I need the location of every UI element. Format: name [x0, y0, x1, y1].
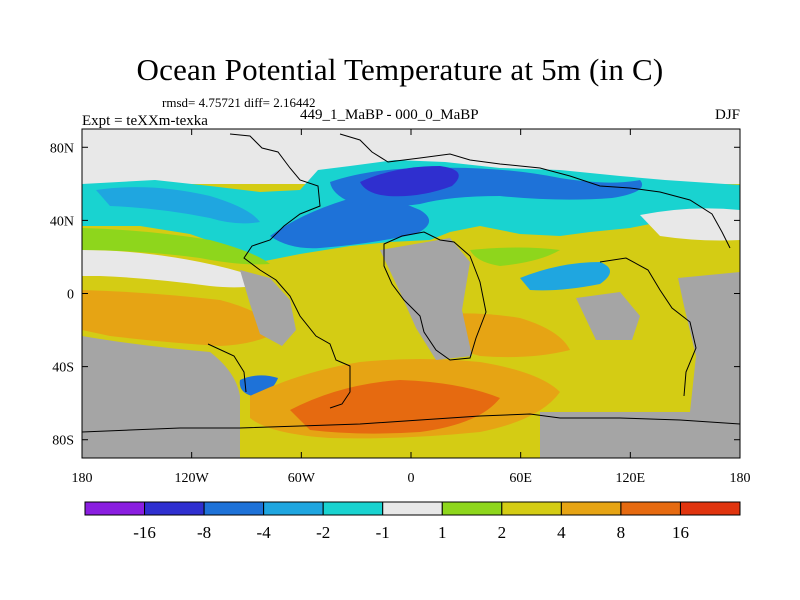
- tethys-green: [470, 247, 560, 266]
- x-tick-label: 120W: [175, 471, 210, 486]
- colorbar-swatch: [322, 501, 384, 516]
- colorbar-swatch: [203, 501, 265, 516]
- y-tick-label: 80N: [50, 141, 74, 156]
- north-pacific-cold: [96, 187, 260, 224]
- map-field: [82, 129, 740, 458]
- colorbar-label: -1: [376, 523, 390, 542]
- colorbar-label: 1: [438, 523, 447, 542]
- x-tick-label: 180: [730, 471, 751, 486]
- north-green-belt: [82, 228, 270, 265]
- x-tick-label: 180: [72, 471, 93, 486]
- colorbar-swatch: [679, 501, 741, 516]
- pacific-warm: [82, 290, 280, 346]
- colorbar-swatch: [560, 501, 622, 516]
- pacific-neutral: [82, 250, 270, 288]
- colorbar-label: 16: [672, 523, 689, 542]
- north-atlantic-cold: [270, 197, 430, 249]
- y-axis: 80N 40N 0 40S 80S: [50, 141, 740, 449]
- south-atlantic-cold: [239, 375, 278, 396]
- southern-strong-warm: [290, 380, 500, 434]
- australia-land: [678, 272, 740, 412]
- colorbar-label: 2: [498, 523, 507, 542]
- y-tick-label: 40N: [50, 214, 74, 229]
- asia-australia-coast: [599, 257, 697, 397]
- colorbar-label: 4: [557, 523, 566, 542]
- colorbar-swatch: [144, 501, 205, 516]
- americas-coast: [229, 133, 351, 409]
- antarctica-land: [540, 412, 740, 458]
- colorbar-label: -8: [197, 523, 211, 542]
- x-tick-label: 60E: [509, 471, 532, 486]
- peru-coast: [207, 343, 247, 393]
- map-title: Ocean Potential Temperature at 5m (in C): [136, 52, 664, 87]
- colorbar-swatch: [501, 501, 562, 516]
- africa-land: [380, 238, 472, 360]
- colorbar-label: 8: [617, 523, 626, 542]
- colorbar-swatch: [84, 501, 146, 516]
- colorbar-label: -16: [133, 523, 156, 542]
- experiment-subtitle: 449_1_MaBP - 000_0_MaBP: [300, 107, 479, 123]
- colorbar-label: -4: [257, 523, 272, 542]
- south-asia-land: [576, 292, 640, 340]
- y-tick-label: 0: [67, 288, 74, 303]
- y-tick-label: 40S: [52, 361, 74, 376]
- coastlines: [82, 133, 740, 458]
- y-tick-label: 80S: [52, 434, 74, 449]
- central-america-land: [240, 270, 296, 346]
- x-tick-label: 60W: [288, 471, 316, 486]
- stats-text: rmsd= 4.75721 diff= 2.16442: [162, 95, 316, 110]
- west-pacific-neutral: [640, 208, 740, 241]
- x-axis: 180 120W 60W 0 60E 120E 180: [72, 129, 751, 486]
- colorbar-label: -2: [316, 523, 330, 542]
- colorbar-swatch: [263, 501, 324, 516]
- colorbar: -16 -8 -4 -2 -1 1 2 4 8 16: [84, 501, 741, 542]
- colorbar-swatch: [441, 501, 503, 516]
- season-label: DJF: [714, 107, 740, 123]
- strong-cold-core: [360, 166, 459, 197]
- colorbar-swatch: [620, 501, 681, 516]
- africa-coast: [383, 231, 487, 361]
- x-tick-label: 0: [408, 471, 415, 486]
- antarctic-coast: [82, 413, 740, 433]
- colorbar-swatch: [382, 501, 443, 516]
- x-tick-label: 120E: [616, 471, 646, 486]
- experiment-label: Expt = teXXm-texka: [82, 113, 208, 129]
- eurasia-coast: [339, 133, 731, 249]
- indian-ocean-cold: [520, 262, 610, 291]
